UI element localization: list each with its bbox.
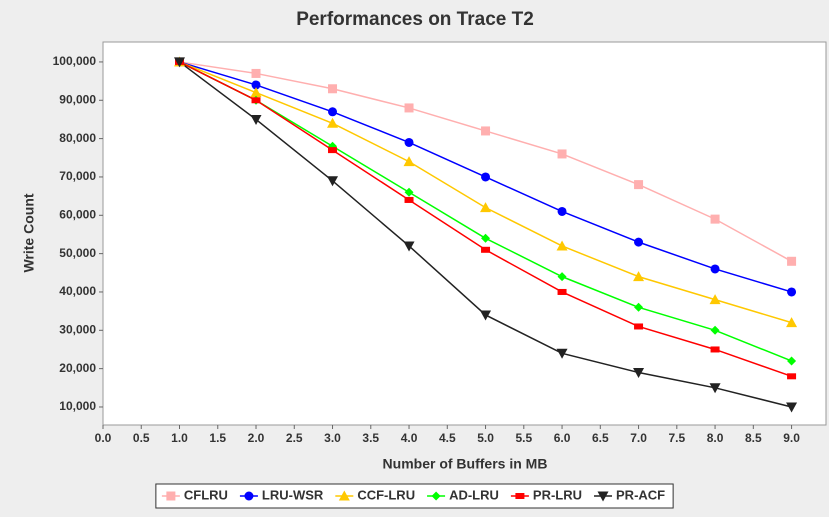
- marker: [634, 180, 644, 190]
- x-axis-label: Number of Buffers in MB: [383, 456, 548, 472]
- marker: [787, 356, 797, 366]
- marker: [481, 172, 491, 182]
- marker: [557, 149, 567, 159]
- legend: CFLRU LRU-WSR CCF-LRU AD-LRU PR-LRU PR-ACF: [155, 483, 674, 509]
- marker: [338, 490, 350, 501]
- marker: [404, 137, 414, 147]
- marker: [251, 97, 261, 104]
- plot-area: [102, 41, 827, 426]
- marker: [404, 103, 414, 113]
- marker: [557, 288, 567, 295]
- marker: [710, 325, 720, 335]
- y-tick-label: 20,000: [59, 361, 96, 375]
- y-tick-label: 80,000: [59, 131, 96, 145]
- marker: [557, 206, 567, 216]
- marker: [786, 317, 798, 328]
- marker: [710, 214, 720, 224]
- marker: [250, 87, 262, 98]
- marker: [709, 383, 721, 394]
- legend-label: CCF-LRU: [357, 487, 415, 502]
- marker: [480, 310, 492, 321]
- marker: [597, 491, 609, 502]
- legend-label: PR-ACF: [616, 487, 665, 502]
- y-axis-label: Write Count: [21, 193, 37, 272]
- x-tick-label: 6.0: [554, 431, 571, 445]
- marker: [481, 233, 491, 243]
- marker: [786, 402, 798, 413]
- x-tick-label: 8.0: [707, 431, 724, 445]
- marker: [634, 237, 644, 247]
- y-tick-label: 70,000: [59, 169, 96, 183]
- marker: [481, 126, 491, 136]
- y-tick-label: 30,000: [59, 322, 96, 336]
- x-tick-label: 5.0: [477, 431, 494, 445]
- marker: [251, 68, 261, 78]
- marker: [557, 272, 567, 282]
- y-tick-label: 50,000: [59, 246, 96, 260]
- x-tick-label: 0.5: [133, 431, 150, 445]
- marker: [166, 491, 176, 501]
- marker: [328, 84, 338, 94]
- marker: [710, 346, 720, 353]
- marker: [710, 264, 720, 274]
- marker: [556, 240, 568, 251]
- marker: [633, 367, 645, 378]
- marker: [251, 80, 261, 90]
- x-tick-label: 4.5: [439, 431, 456, 445]
- x-tick-label: 3.0: [324, 431, 341, 445]
- x-tick-label: 9.0: [783, 431, 800, 445]
- legend-label: PR-LRU: [533, 487, 582, 502]
- x-tick-label: 6.5: [592, 431, 609, 445]
- marker: [709, 294, 721, 305]
- marker: [787, 287, 797, 297]
- marker: [403, 241, 415, 252]
- legend-label: LRU-WSR: [262, 487, 324, 502]
- x-tick-label: 1.0: [171, 431, 188, 445]
- x-tick-label: 0.0: [95, 431, 112, 445]
- x-tick-label: 3.5: [362, 431, 379, 445]
- legend-label: AD-LRU: [449, 487, 499, 502]
- marker: [556, 348, 568, 359]
- y-tick-label: 60,000: [59, 207, 96, 221]
- marker: [633, 271, 645, 282]
- marker: [250, 114, 262, 125]
- marker: [404, 196, 414, 203]
- marker: [515, 493, 525, 499]
- marker: [327, 176, 339, 187]
- x-tick-label: 7.0: [630, 431, 647, 445]
- marker: [634, 302, 644, 312]
- marker: [174, 57, 186, 68]
- marker: [403, 156, 415, 167]
- y-tick-label: 100,000: [53, 54, 97, 68]
- marker: [787, 256, 797, 266]
- marker: [787, 373, 797, 380]
- y-tick-label: 40,000: [59, 284, 96, 298]
- marker: [327, 117, 339, 128]
- x-tick-label: 4.0: [401, 431, 418, 445]
- marker: [480, 202, 492, 213]
- x-tick-label: 2.0: [248, 431, 265, 445]
- marker: [481, 246, 491, 253]
- y-tick-label: 90,000: [59, 92, 96, 106]
- chart-title: Performances on Trace T2: [296, 9, 534, 30]
- marker: [431, 491, 441, 501]
- marker: [244, 491, 254, 501]
- marker: [404, 187, 414, 197]
- x-tick-label: 8.5: [745, 431, 762, 445]
- marker: [328, 147, 338, 154]
- marker: [634, 323, 644, 330]
- marker: [328, 107, 338, 117]
- x-tick-label: 5.5: [515, 431, 532, 445]
- x-tick-label: 1.5: [209, 431, 226, 445]
- x-tick-label: 7.5: [668, 431, 685, 445]
- y-tick-label: 10,000: [59, 399, 96, 413]
- legend-label: CFLRU: [184, 487, 228, 502]
- x-tick-label: 2.5: [286, 431, 303, 445]
